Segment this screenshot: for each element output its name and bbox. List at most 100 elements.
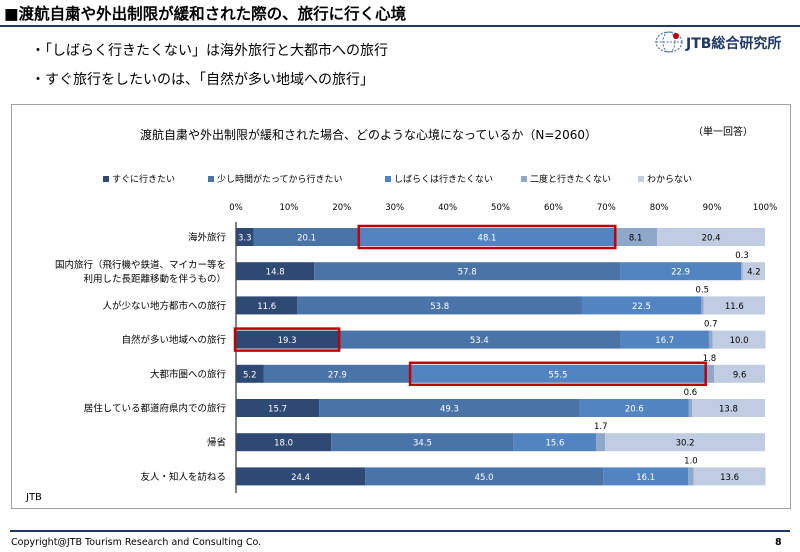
highlight-box (233, 327, 341, 352)
data-label: 19.3 (278, 336, 297, 346)
data-label: 48.1 (478, 234, 497, 244)
bar-segment (700, 296, 704, 315)
data-label: 22.9 (671, 268, 690, 278)
bar-segment (742, 262, 765, 281)
bar-segment (712, 330, 766, 349)
legend-label: わからない (647, 174, 692, 185)
x-tick-label: 60% (544, 203, 563, 213)
data-label: 22.5 (632, 302, 651, 312)
footer-divider (10, 530, 790, 532)
category-label: 友人・知人を訪ねる (140, 471, 226, 483)
bullet-point: ・すぐ旅行をしたいのは、「自然が多い地域への旅行」 (31, 72, 374, 88)
data-label: 49.3 (440, 405, 459, 415)
x-tick-label: 50% (491, 203, 510, 213)
data-label: 0.5 (696, 285, 710, 295)
legend-swatch (208, 176, 214, 182)
category-label: 利用した長距離移動を伴うもの） (83, 273, 226, 285)
bar-segment (581, 296, 701, 315)
data-label: 18.0 (274, 439, 293, 449)
legend-label: すぐに行きたい (112, 173, 175, 185)
data-label: 4.2 (747, 268, 761, 278)
x-tick-label: 40% (438, 203, 457, 213)
bar-segment (605, 433, 765, 452)
legend-swatch (103, 176, 109, 182)
highlight-box (408, 361, 707, 387)
globe-icon (655, 31, 683, 53)
company-logo: JTB総合研究所 (654, 30, 800, 54)
data-label: 11.6 (257, 302, 276, 312)
x-tick-label: 80% (650, 203, 669, 213)
category-label: 国内旅行（飛行機や鉄道、マイカー等を (55, 259, 226, 271)
bar-segment (657, 228, 765, 246)
bar-segment (614, 228, 658, 246)
data-label: 9.6 (733, 370, 747, 380)
bar-segment (703, 296, 765, 315)
bar-segment (691, 399, 765, 417)
data-label: 24.4 (291, 473, 310, 483)
data-label: 3.3 (238, 234, 252, 244)
category-label: 居住している都道府県内での旅行 (84, 403, 227, 415)
x-tick-label: 20% (332, 203, 351, 213)
bar-segment (253, 228, 360, 246)
x-tick-label: 100% (753, 203, 777, 213)
bar-segment (236, 228, 254, 246)
data-label: 20.6 (625, 405, 644, 415)
bar-segment (688, 399, 692, 417)
bar-segment (236, 330, 339, 349)
data-label: 13.8 (719, 405, 738, 415)
highlight-box (357, 224, 617, 250)
bar-segment (338, 330, 621, 349)
bar-segment (688, 467, 694, 486)
legend-swatch (638, 176, 644, 182)
bar-segment (513, 433, 597, 452)
data-label: 15.7 (268, 405, 287, 415)
legend-swatch (521, 176, 527, 182)
data-label: 8.1 (629, 234, 643, 244)
data-label: 20.1 (297, 234, 316, 244)
data-label: 16.1 (636, 473, 655, 483)
bar-segment (236, 296, 298, 315)
bar-segment (359, 228, 615, 246)
legend-label: 少し時間がたってから行きたい (217, 173, 343, 185)
data-label: 0.7 (704, 320, 718, 330)
category-label: 海外旅行 (188, 232, 227, 244)
category-label: 帰省 (207, 437, 226, 449)
chart-frame (11, 104, 791, 509)
category-label: 大都市圏への旅行 (150, 368, 227, 380)
data-label: 34.5 (413, 439, 432, 449)
page-number: 8 (775, 537, 782, 548)
category-label: 自然が多い地域への旅行 (121, 334, 226, 346)
bar-segment (708, 330, 713, 349)
logo-text: JTB総合研究所 (686, 36, 782, 52)
legend-swatch (385, 176, 391, 182)
data-label: 16.7 (655, 336, 674, 346)
category-label: 人が少ない地方都市への旅行 (102, 300, 226, 312)
data-label: 10.0 (730, 336, 749, 346)
bar-segment (236, 262, 315, 281)
x-tick-label: 10% (279, 203, 298, 213)
bar-segment (236, 467, 366, 486)
x-tick-label: 30% (385, 203, 404, 213)
bar-segment (714, 364, 765, 383)
data-label: 1.7 (594, 422, 608, 432)
bar-segment (319, 399, 580, 417)
legend-label: しばらくは行きたくない (394, 173, 493, 185)
data-label: 11.6 (725, 302, 744, 312)
bar-segment (411, 364, 705, 383)
bar-segment (620, 330, 709, 349)
bar-segment (236, 433, 332, 452)
data-label: 15.6 (546, 439, 565, 449)
data-label: 53.4 (470, 336, 489, 346)
bar-segment (620, 262, 742, 281)
bullet-point: ・「しばらく行きたくない」は海外旅行と大都市への旅行 (31, 43, 388, 59)
copyright-text: Copyright@JTB Tourism Research and Consu… (11, 537, 262, 548)
data-label: 20.4 (702, 234, 721, 244)
bar-segment (596, 433, 606, 452)
data-label: 45.0 (475, 473, 494, 483)
answer-type-note: （単一回答） (693, 127, 753, 138)
data-label: 53.8 (430, 302, 449, 312)
legend-label: 二度と行きたくない (530, 173, 611, 185)
data-label: 1.8 (703, 354, 717, 364)
bar-segment (603, 467, 689, 486)
